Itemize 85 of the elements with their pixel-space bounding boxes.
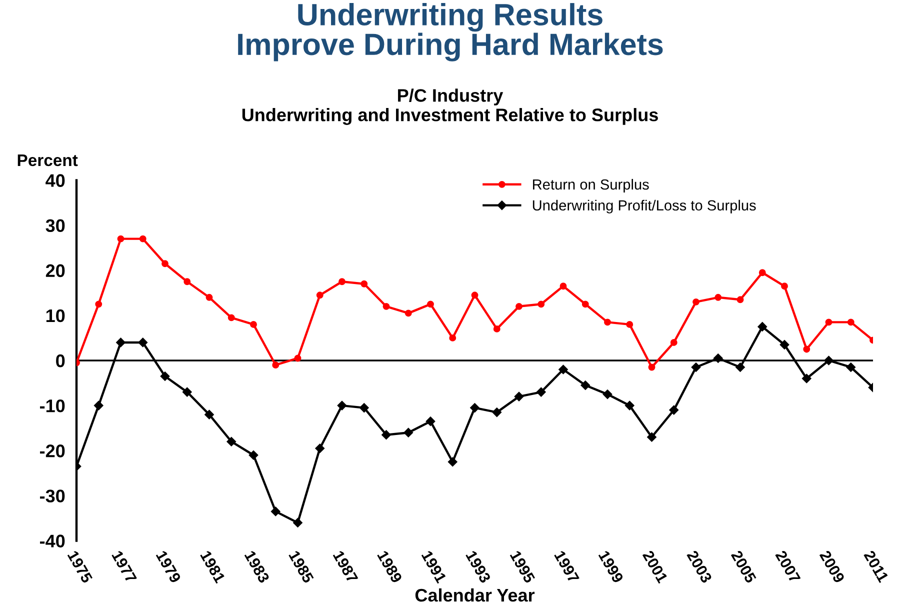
y-axis-title: Percent [18,154,78,166]
point [516,302,522,310]
point [582,300,589,308]
y-tick-label: 40 [46,174,65,187]
point [558,364,568,374]
point [160,372,170,381]
point [294,354,302,362]
point [714,354,723,363]
point [404,428,413,438]
point [315,444,324,453]
y-tick-label: -30 [40,490,65,502]
point [228,314,235,322]
chart-subtitle: P/C Industry Underwriting and Investment Relative to Surplus [242,88,658,125]
x-axis-title: Calendar Year [415,588,535,602]
legend-label: Underwriting Profit/Loss to Surplus [532,200,756,214]
point [604,318,611,326]
point [426,416,436,426]
point [736,296,744,304]
point [626,320,634,328]
point [250,320,257,328]
point [226,436,236,446]
point [536,387,546,397]
point [493,325,500,332]
point [94,400,104,410]
point [647,432,656,442]
point [714,294,722,301]
point [360,403,369,412]
point [404,310,412,317]
y-tick-label: -10 [40,399,65,412]
point [316,292,324,299]
point [248,450,258,460]
point [382,430,391,440]
point [448,457,458,466]
point [847,318,854,326]
point [669,405,678,415]
chart-title: Underwriting Results Improve During Hard Markets [238,3,663,62]
point [580,380,590,390]
point [670,338,678,346]
point [780,340,790,350]
point [182,387,192,397]
point [514,392,524,402]
point [736,362,745,372]
point [692,298,700,306]
point [781,282,788,290]
point [138,338,148,348]
y-tick-label: 20 [46,264,65,278]
point [337,400,347,410]
point [139,235,146,242]
point [360,280,368,288]
point [271,506,280,516]
legend-label: Return on Surplus [533,178,649,193]
point [758,269,766,276]
y-tick-label: 0 [56,354,65,368]
point [648,364,656,371]
point [272,362,280,368]
point [116,338,126,348]
point [470,403,480,412]
point [625,400,634,410]
point [824,356,834,366]
y-tick-label: -40 [40,534,65,548]
point [293,518,302,528]
point [382,302,390,310]
point [162,260,168,268]
point [802,374,812,384]
point [204,410,214,420]
point [492,408,502,417]
point [538,300,545,308]
point [184,278,191,286]
point [758,322,767,332]
point [95,300,102,308]
point [449,334,456,342]
point [825,318,832,326]
point [117,235,124,242]
point [602,390,612,399]
y-tick-label: -20 [40,444,65,458]
point [338,278,346,286]
point [427,300,434,308]
point [206,294,213,301]
y-tick-label: 30 [46,219,65,232]
point [471,292,478,299]
point [803,346,810,353]
point [846,362,856,372]
point [560,282,567,290]
y-tick-label: 10 [46,309,65,322]
point [691,362,701,372]
